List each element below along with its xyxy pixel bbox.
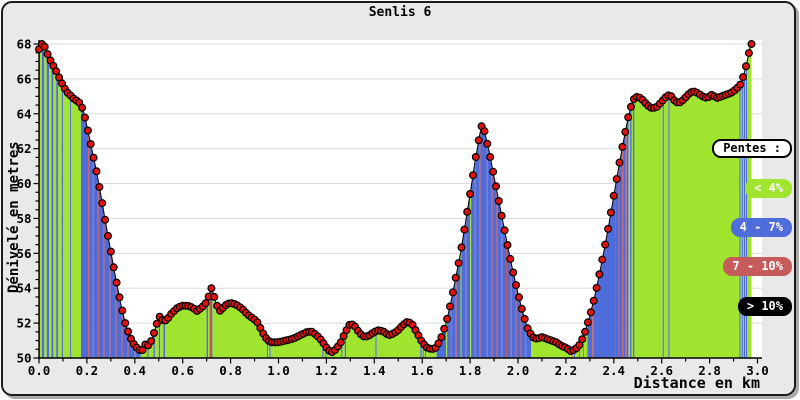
svg-text:1.6: 1.6 xyxy=(411,363,434,378)
svg-text:2.8: 2.8 xyxy=(698,363,721,378)
x-axis-label: Distance en km xyxy=(633,374,760,392)
svg-text:0.2: 0.2 xyxy=(76,363,99,378)
legend-item-gt10: > 10% xyxy=(737,297,792,316)
legend-item-lt4: < 4% xyxy=(745,179,792,198)
svg-text:60: 60 xyxy=(16,176,31,191)
svg-text:2.2: 2.2 xyxy=(555,363,578,378)
svg-text:2.4: 2.4 xyxy=(603,363,626,378)
svg-text:54: 54 xyxy=(16,281,31,296)
svg-text:1.0: 1.0 xyxy=(267,363,290,378)
svg-text:64: 64 xyxy=(16,106,31,121)
svg-text:52: 52 xyxy=(16,316,31,331)
legend-title: Pentes : xyxy=(712,139,792,158)
svg-text:0.4: 0.4 xyxy=(124,363,147,378)
y-axis-label: Dénivelé en metres xyxy=(6,141,22,293)
svg-text:56: 56 xyxy=(16,246,31,261)
svg-text:62: 62 xyxy=(16,141,31,156)
svg-text:0.0: 0.0 xyxy=(28,363,51,378)
svg-text:3.0: 3.0 xyxy=(746,363,769,378)
svg-text:0.8: 0.8 xyxy=(219,363,242,378)
svg-text:2.0: 2.0 xyxy=(507,363,530,378)
svg-text:58: 58 xyxy=(16,211,31,226)
svg-text:1.8: 1.8 xyxy=(459,363,482,378)
svg-text:0.6: 0.6 xyxy=(171,363,194,378)
legend-item-4-7: 4 - 7% xyxy=(730,218,792,237)
svg-text:1.2: 1.2 xyxy=(315,363,338,378)
svg-text:66: 66 xyxy=(16,71,31,86)
svg-text:1.4: 1.4 xyxy=(363,363,386,378)
chart-title: Senlis 6 xyxy=(368,5,432,20)
svg-text:2.6: 2.6 xyxy=(650,363,673,378)
svg-text:68: 68 xyxy=(16,37,31,52)
svg-text:50: 50 xyxy=(16,351,31,366)
legend-item-7-10: 7 - 10% xyxy=(723,257,792,276)
